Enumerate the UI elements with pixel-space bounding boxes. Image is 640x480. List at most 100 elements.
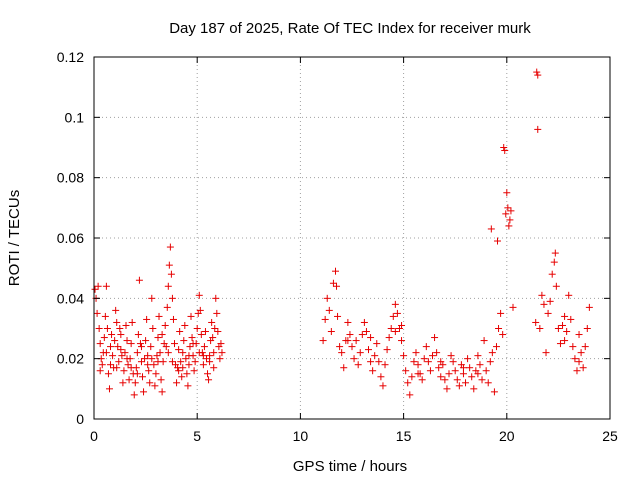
data-point [490,388,498,396]
x-tick-label: 20 [499,428,515,444]
data-point [559,321,567,329]
data-point [167,270,175,278]
data-point [338,349,346,357]
data-point [585,303,593,311]
data-point [544,309,552,317]
data-point [459,370,467,378]
data-point [96,340,104,348]
data-point [474,352,482,360]
data-point [367,358,375,366]
y-tick-label: 0.12 [57,49,84,65]
data-point [214,328,222,336]
data-point [503,189,511,197]
data-point [123,355,131,363]
data-point [175,346,183,354]
data-point [100,334,108,342]
data-point [124,361,132,369]
data-point [213,309,221,317]
data-point [107,361,115,369]
data-points [91,68,593,399]
data-point [116,325,124,332]
data-point [408,373,416,381]
data-point [451,367,459,375]
data-point [350,355,358,363]
data-point [134,331,142,339]
data-point [178,373,186,381]
data-point [398,321,406,329]
data-point [435,364,443,372]
data-point [373,340,381,348]
data-point [398,337,406,345]
data-point [146,379,154,387]
data-point [482,367,490,375]
data-point [476,361,484,369]
data-point [114,343,122,351]
y-tick-label: 0.08 [57,170,84,186]
data-point [112,306,120,314]
data-point [462,379,470,387]
data-point [135,276,143,284]
data-point [137,343,145,351]
data-point [506,216,514,224]
data-point [554,325,562,332]
data-point [581,343,589,351]
data-point [404,379,412,387]
data-point [441,376,449,384]
data-point [422,343,430,351]
data-point [500,144,508,151]
data-point [497,309,505,317]
data-point [447,352,455,360]
data-point [365,346,373,354]
data-point [108,331,116,339]
data-point [128,318,136,326]
data-point [120,367,128,375]
data-point [331,267,339,275]
data-point [573,367,581,375]
data-point [161,321,169,329]
data-point [127,340,135,348]
data-point [400,352,408,360]
data-point [105,385,113,393]
data-point [202,355,210,363]
data-point [113,364,121,372]
data-point [182,355,190,363]
data-point [360,318,368,326]
data-point [130,391,138,399]
data-point [468,373,476,381]
data-point [389,312,397,320]
data-point [204,370,212,378]
data-point [474,370,482,378]
data-point [319,337,327,345]
data-point [176,328,184,336]
data-point [154,358,162,366]
data-point [157,376,165,384]
data-point [164,282,172,290]
data-point [91,285,99,293]
data-point [149,325,157,332]
data-point [575,331,583,339]
data-point [321,315,329,323]
data-point [143,315,151,323]
data-point [561,312,569,320]
data-point [414,361,422,369]
data-point [181,321,189,329]
data-point [410,358,418,366]
data-point [494,237,502,245]
data-point [492,343,500,351]
data-point [121,349,129,357]
data-point [579,364,587,372]
data-point [169,315,177,323]
data-point [180,337,188,345]
y-tick-label: 0.02 [57,351,84,367]
x-tick-label: 15 [396,428,412,444]
data-point [507,207,515,215]
data-point [205,376,213,384]
data-point [115,358,123,366]
data-point [206,358,214,366]
data-point [102,349,110,357]
data-point [173,379,181,387]
data-point [154,334,162,342]
data-point [354,361,362,369]
data-point [420,355,428,363]
data-point [136,340,144,348]
